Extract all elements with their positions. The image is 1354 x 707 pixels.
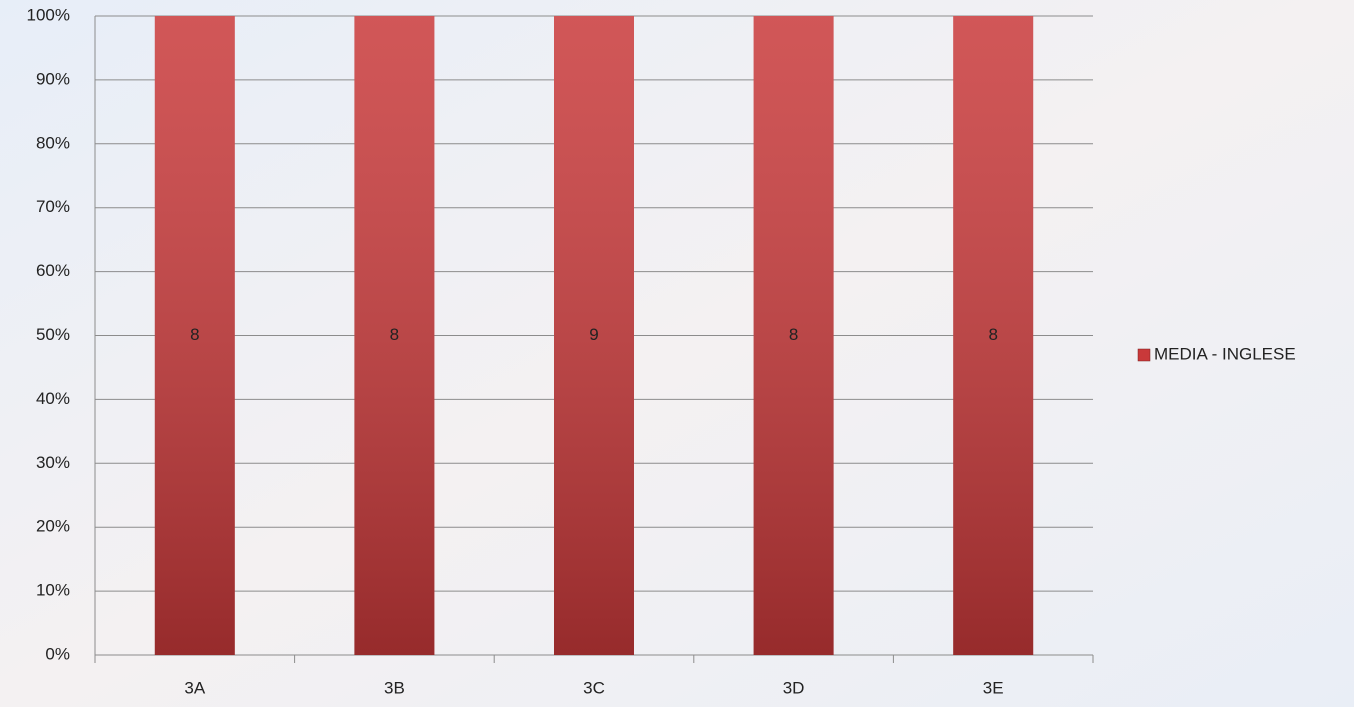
y-tick-label: 20%	[36, 517, 70, 536]
y-tick-label: 70%	[36, 197, 70, 216]
data-label: 8	[390, 325, 399, 344]
x-tick-label: 3D	[783, 678, 805, 697]
y-tick-label: 60%	[36, 261, 70, 280]
y-tick-label: 0%	[45, 644, 70, 663]
y-tick-label: 10%	[36, 581, 70, 600]
x-tick-label: 3A	[184, 678, 205, 697]
data-label: 8	[988, 325, 997, 344]
y-tick-label: 80%	[36, 133, 70, 152]
y-tick-label: 40%	[36, 389, 70, 408]
legend-label: MEDIA - INGLESE	[1154, 344, 1296, 363]
x-tick-label: 3B	[384, 678, 405, 697]
y-tick-label: 90%	[36, 69, 70, 88]
x-tick-label: 3E	[983, 678, 1004, 697]
y-tick-label: 100%	[27, 5, 70, 24]
data-label: 8	[190, 325, 199, 344]
data-label: 9	[589, 325, 598, 344]
legend-swatch	[1137, 348, 1151, 362]
bar-shade	[953, 16, 1034, 655]
y-tick-label: 30%	[36, 453, 70, 472]
bar-shade	[354, 16, 435, 655]
bar-shade	[554, 16, 634, 655]
x-tick-label: 3C	[583, 678, 605, 697]
bar-shade	[154, 16, 235, 655]
data-label: 8	[789, 325, 798, 344]
y-tick-label: 50%	[36, 325, 70, 344]
bar-shade	[753, 16, 834, 655]
